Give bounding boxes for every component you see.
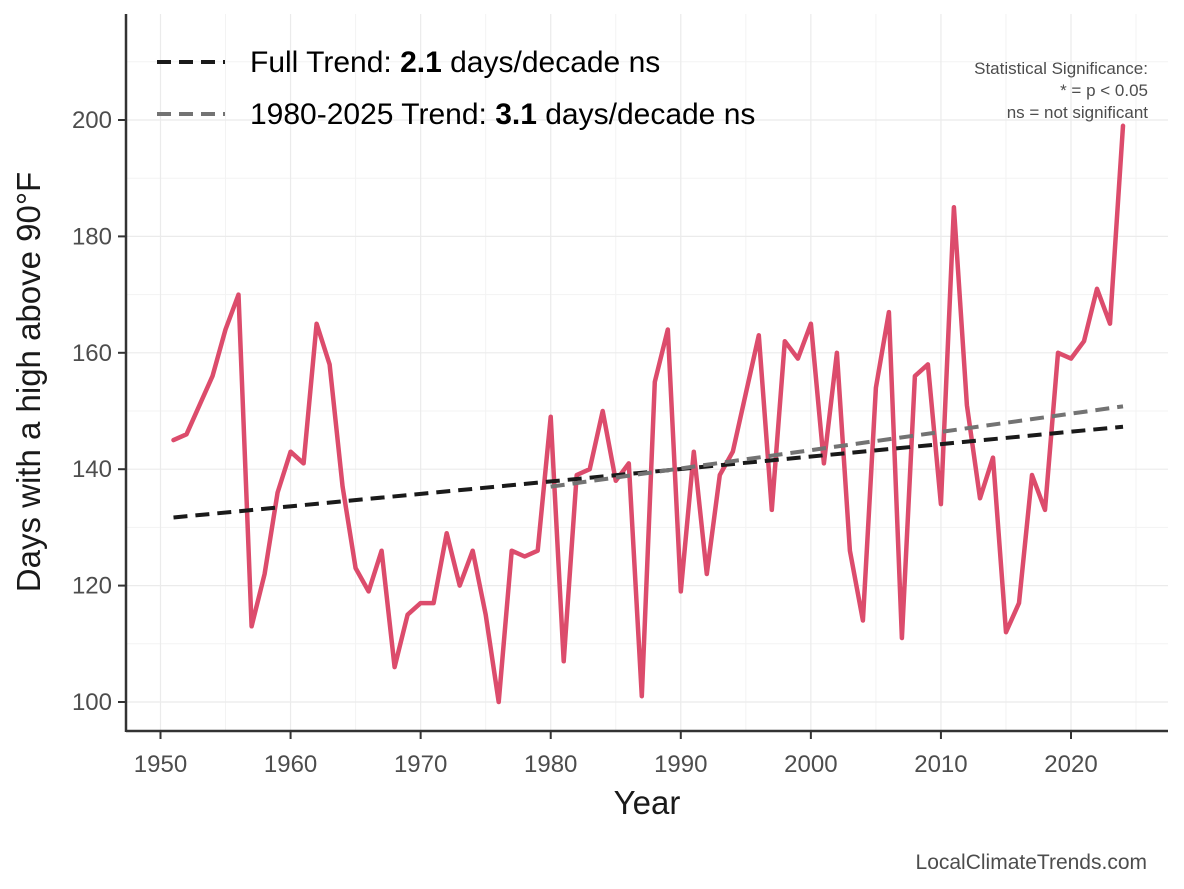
trend-lines (173, 404, 1124, 520)
x-tick-label: 1950 (134, 751, 187, 778)
y-tick-label: 160 (72, 340, 112, 367)
legend-label-recent-trend-suffix: days/decade ns (537, 98, 755, 131)
y-tick-label: 200 (72, 107, 112, 134)
series-line-days-above-90f (171, 123, 1126, 705)
significance-annotation: Statistical Significance: * = p < 0.05 n… (974, 59, 1148, 122)
x-tick-label: 2020 (1044, 751, 1097, 778)
y-tick-label: 180 (72, 223, 112, 250)
legend-label-full-trend: Full Trend: 2.1 days/decade ns (250, 46, 660, 79)
y-tick-label: 100 (72, 689, 112, 716)
legend: Full Trend: 2.1 days/decade ns 1980-2025… (157, 46, 755, 131)
significance-line-2: * = p < 0.05 (1060, 81, 1148, 100)
axes (124, 14, 1168, 733)
trend-line-full (173, 424, 1124, 520)
x-tick-label: 2000 (784, 751, 837, 778)
y-axis-title: Days with a high above 90°F (10, 172, 47, 592)
source-credit: LocalClimateTrends.com (916, 851, 1147, 874)
x-tick-label: 1970 (394, 751, 447, 778)
x-tick-label: 1960 (264, 751, 317, 778)
legend-label-full-trend-value: 2.1 (400, 46, 442, 79)
x-tick-label: 1990 (654, 751, 707, 778)
x-ticks: 1950 1960 1970 1980 1990 2000 2010 2020 (134, 731, 1098, 778)
x-tick-label: 1980 (524, 751, 577, 778)
significance-line-3: ns = not significant (1007, 103, 1149, 122)
y-tick-label: 140 (72, 456, 112, 483)
significance-line-1: Statistical Significance: (974, 59, 1148, 78)
y-ticks: 100 120 140 160 180 200 (72, 107, 126, 716)
y-tick-label: 120 (72, 573, 112, 600)
legend-label-recent-trend-value: 3.1 (495, 98, 537, 131)
legend-label-full-trend-suffix: days/decade ns (442, 46, 660, 79)
x-tick-label: 2010 (914, 751, 967, 778)
grid (126, 14, 1168, 731)
data-series (171, 123, 1126, 705)
trend-line-1980-2025 (550, 404, 1124, 489)
x-axis-title: Year (614, 784, 681, 821)
legend-label-recent-trend: 1980-2025 Trend: 3.1 days/decade ns (250, 98, 755, 131)
legend-label-recent-trend-prefix: 1980-2025 Trend: (250, 98, 495, 131)
legend-label-full-trend-prefix: Full Trend: (250, 46, 400, 79)
